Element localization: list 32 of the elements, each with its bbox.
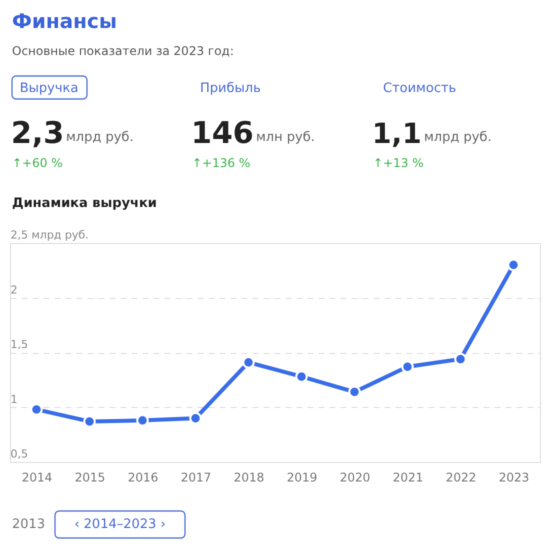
text: ↑+13 % [373,156,424,170]
text: млрд руб. [424,130,492,145]
text: Выручка [20,81,78,96]
text: Стоимость [383,81,456,96]
text: млн руб. [256,130,315,145]
y-tick-label: 2,5 млрд руб. [10,228,89,242]
x-tick-label: 2016 [128,470,158,484]
text: 1,1 [372,117,422,150]
y-tick-label: 0,5 [10,448,28,460]
text: Прибыль [200,81,261,96]
x-tick-label: 2022 [446,470,476,484]
chart-title: Финансы [12,9,117,33]
chart-subtitle: Основные показатели за 2023 год: [12,44,234,58]
y-tick-label: 1,5 [10,338,28,351]
x-tick-label: 2018 [234,470,264,484]
text: ‹ 2014–2023 › [74,517,166,532]
x-tick-label: 2023 [498,470,530,484]
text: ↑+60 % [12,156,63,170]
text: 146 [191,116,254,151]
x-tick-label: 2017 [180,470,212,484]
text: млрд руб. [66,130,134,145]
x-tick-label: 2015 [74,470,106,484]
y-tick-label: 2 [10,283,18,296]
text: 2013 [12,517,46,532]
text: ↑+136 % [192,156,250,170]
x-tick-label: 2014 [22,470,52,484]
text: Динамика выручки [12,196,157,211]
y-tick-label: 1 [10,392,18,406]
x-tick-label: 2021 [392,470,424,484]
x-tick-label: 2019 [286,470,318,484]
x-tick-label: 2020 [340,470,370,484]
text: 2,3 [11,116,64,151]
